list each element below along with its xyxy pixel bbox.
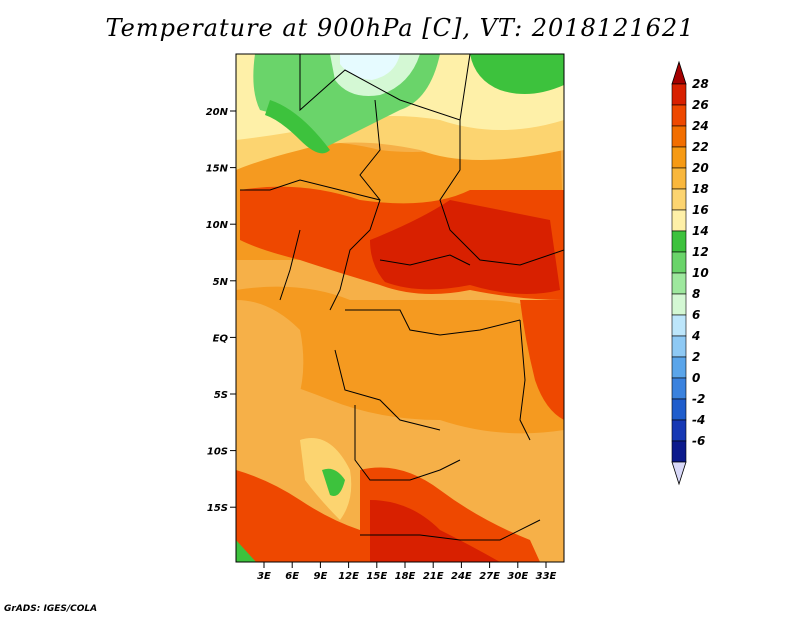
colorbar-label: 2	[692, 350, 700, 364]
colorbar-label: 24	[692, 119, 709, 133]
lon-label: 30E	[507, 571, 528, 582]
colorbar-label: 28	[692, 77, 709, 91]
colorbar-segment	[671, 314, 687, 337]
colorbar	[671, 60, 687, 486]
credit-text: GrADS: IGES/COLA	[4, 604, 98, 614]
lon-label: 27E	[479, 571, 500, 582]
colorbar-segment	[671, 83, 687, 106]
lon-label: 18E	[395, 571, 416, 582]
colorbar-label: 14	[692, 224, 709, 238]
lat-label: 10N	[206, 220, 229, 231]
colorbar-bottom-arrow	[671, 461, 687, 486]
colorbar-segment	[671, 125, 687, 148]
colorbar-label: 0	[692, 371, 700, 385]
colorbar-segment	[671, 440, 687, 463]
lat-label: 20N	[206, 107, 229, 118]
colorbar-segment	[671, 335, 687, 358]
colorbar-label: 12	[692, 245, 709, 259]
map-title: Temperature at 900hPa [C], VT: 201812162…	[105, 14, 695, 42]
colorbar-label: 6	[692, 308, 700, 322]
lon-label: 3E	[257, 571, 271, 582]
colorbar-segment	[671, 167, 687, 190]
latitude-labels: 20N 15N 10N 5N EQ 5S 10S 15S	[206, 107, 236, 514]
temperature-field	[236, 54, 564, 562]
colorbar-label: 22	[692, 140, 709, 154]
colorbar-segment	[671, 293, 687, 316]
lon-label: 6E	[285, 571, 299, 582]
lat-label: 5N	[213, 277, 229, 288]
colorbar-label: 26	[692, 98, 709, 112]
colorbar-label: 16	[692, 203, 709, 217]
colorbar-segment	[671, 146, 687, 169]
colorbar-segment	[671, 398, 687, 421]
colorbar-segment	[671, 188, 687, 211]
colorbar-label: -6	[692, 434, 705, 448]
colorbar-segment	[671, 230, 687, 253]
lon-label: 24E	[451, 571, 472, 582]
colorbar-segment	[671, 251, 687, 274]
colorbar-label: 10	[692, 266, 709, 280]
colorbar-label: 8	[692, 287, 700, 301]
longitude-labels: 3E 6E 9E 12E 15E 18E 21E 24E 27E 30E 33E	[257, 562, 557, 582]
colorbar-segment	[671, 377, 687, 400]
colorbar-label: 4	[691, 329, 700, 343]
lat-label: 5S	[214, 390, 228, 401]
colorbar-segment	[671, 419, 687, 442]
colorbar-segment	[671, 356, 687, 379]
country-borders	[240, 54, 564, 541]
colorbar-top-arrow	[671, 60, 687, 85]
colorbar-segment	[671, 104, 687, 127]
lon-label: 12E	[338, 571, 359, 582]
map-frame	[235, 53, 565, 563]
colorbar-segment	[671, 209, 687, 232]
lat-label: 15S	[207, 503, 228, 514]
lon-label: 15E	[366, 571, 387, 582]
lat-label: EQ	[213, 333, 229, 344]
lon-label: 21E	[423, 571, 444, 582]
colorbar-label: -4	[692, 413, 705, 427]
colorbar-label: -2	[692, 392, 705, 406]
colorbar-label: 18	[692, 182, 709, 196]
colorbar-label: 20	[692, 161, 709, 175]
lon-label: 9E	[314, 571, 328, 582]
lat-label: 15N	[206, 164, 229, 175]
lat-label: 10S	[207, 447, 228, 458]
lon-label: 33E	[536, 571, 557, 582]
colorbar-segment	[671, 272, 687, 295]
